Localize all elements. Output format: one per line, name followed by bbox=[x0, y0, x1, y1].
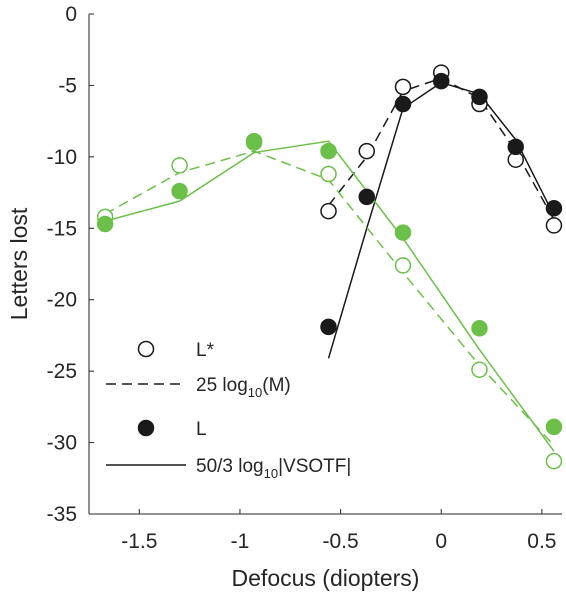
y-tick-label: -30 bbox=[47, 432, 77, 455]
green-filled-marker bbox=[245, 132, 263, 150]
green-open-marker bbox=[394, 257, 412, 274]
green-dashed-line bbox=[104, 150, 555, 446]
x-axis-title: Defocus (diopters) bbox=[232, 565, 420, 591]
green-filled-marker bbox=[320, 142, 337, 160]
legend-label-lstar: L* bbox=[196, 340, 215, 361]
y-tick-label: 0 bbox=[65, 3, 77, 26]
x-tick-label: 0 bbox=[435, 530, 447, 553]
black-filled-marker bbox=[432, 72, 450, 90]
plot-series bbox=[96, 64, 563, 470]
green-open-marker bbox=[320, 165, 337, 183]
legend-label-vsotf: 50/3 log10|VSOTF| bbox=[196, 456, 351, 481]
y-axis-title: Letters lost bbox=[6, 207, 32, 320]
x-tick-label: -0.5 bbox=[323, 530, 359, 553]
black-filled-marker bbox=[358, 188, 376, 206]
y-tick-label: -15 bbox=[47, 217, 77, 240]
y-tick-label: -25 bbox=[47, 360, 77, 383]
green-filled-marker bbox=[171, 182, 188, 200]
black-solid-line bbox=[327, 81, 555, 359]
green-solid-line bbox=[104, 140, 555, 452]
legend-filled-marker bbox=[137, 419, 155, 437]
legend-open-marker bbox=[137, 340, 155, 358]
green-filled-marker bbox=[394, 224, 412, 241]
legend: L* 25 log10(M) L 50/3 log10|VSOTF| bbox=[106, 340, 351, 481]
black-filled-marker bbox=[545, 200, 563, 217]
y-tick-label: -20 bbox=[47, 289, 77, 312]
green-filled-marker bbox=[471, 320, 488, 337]
black-filled-marker bbox=[471, 88, 488, 106]
y-tick-label: -5 bbox=[58, 74, 77, 97]
green-open-marker bbox=[471, 361, 488, 378]
x-tick-label: 0.5 bbox=[527, 530, 556, 553]
black-filled-marker bbox=[320, 318, 337, 336]
x-tick-label: -1.5 bbox=[121, 530, 157, 553]
legend-label-l: L bbox=[196, 419, 207, 440]
legend-label-logm: 25 log10(M) bbox=[196, 375, 291, 400]
y-tick-label: -35 bbox=[47, 503, 77, 526]
axes: 0 -5 -10 -15 -20 -25 -30 -35 -1.5 -1 -0.5 0 0.5 bbox=[47, 3, 562, 553]
black-filled-marker bbox=[394, 95, 412, 113]
black-open-marker bbox=[545, 217, 563, 234]
green-open-marker bbox=[545, 452, 563, 470]
black-filled-marker bbox=[507, 138, 524, 156]
y-tick-label: -10 bbox=[47, 146, 77, 169]
black-open-marker bbox=[358, 142, 376, 160]
black-open-marker bbox=[320, 202, 337, 220]
x-tick-label: -1 bbox=[231, 530, 250, 553]
black-open-marker bbox=[394, 78, 412, 96]
green-filled-marker bbox=[96, 215, 114, 233]
green-filled-marker bbox=[545, 418, 563, 436]
green-open-marker bbox=[171, 157, 188, 174]
